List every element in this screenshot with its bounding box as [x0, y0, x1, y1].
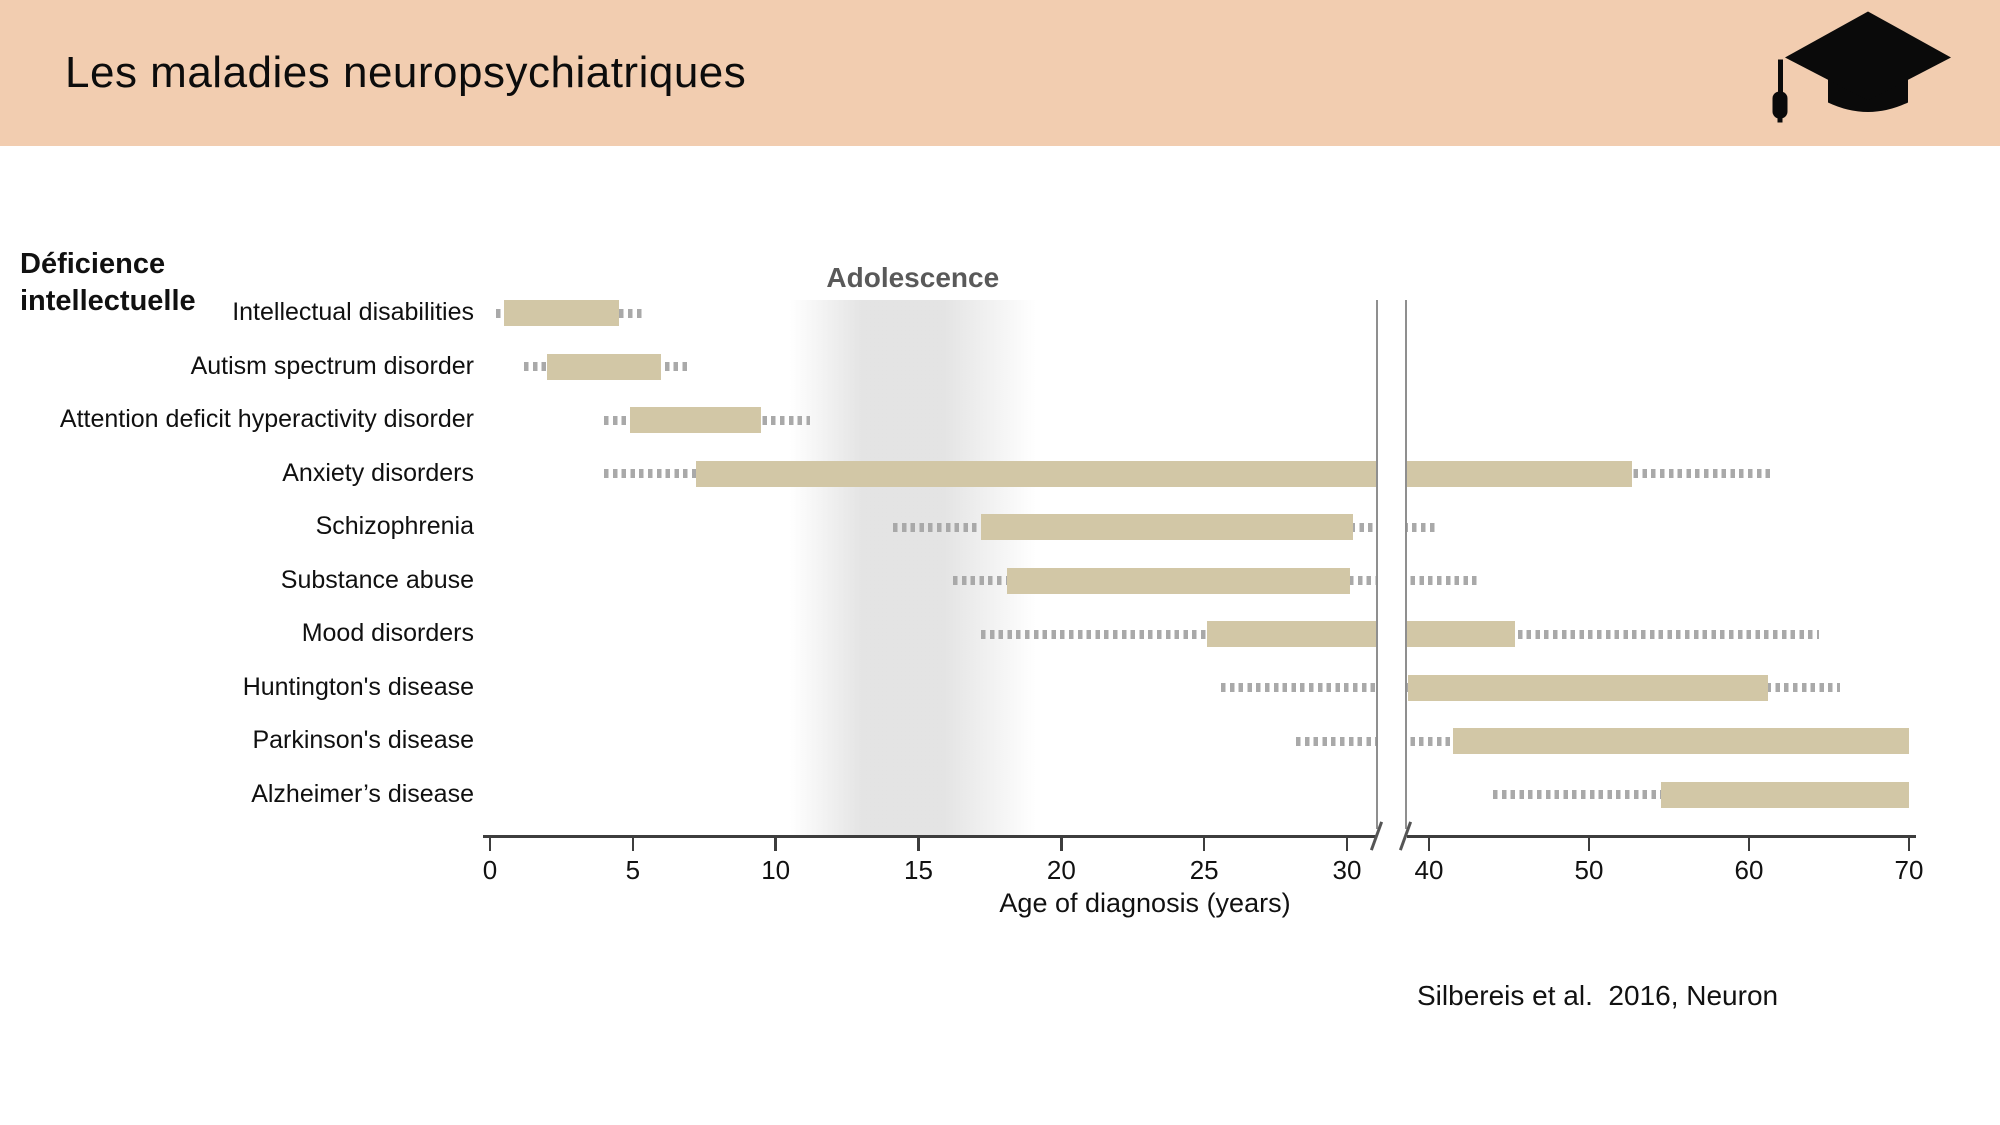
axis-tick: [1907, 838, 1911, 851]
axis-tick-label: 25: [1189, 855, 1219, 885]
axis-tick-label: 5: [625, 855, 641, 885]
diagnosis-range-bar: [695, 460, 1633, 487]
diagnosis-range-bar: [981, 514, 1353, 540]
axis-tick-label: 60: [1734, 855, 1764, 885]
diagnosis-range-bar: [1207, 621, 1516, 647]
slide-header: Les maladies neuropsychiatriques: [0, 0, 2000, 146]
axis-tick-label: 0: [482, 855, 498, 885]
extended-range-dots: [1493, 790, 1661, 799]
category-label: Huntington's disease: [242, 672, 474, 701]
left-annotation-line1: Déficience: [20, 248, 166, 280]
category-label: Attention deficit hyperactivity disorder: [59, 405, 474, 433]
axis-tick: [1747, 838, 1751, 851]
axis-break-line-right: [1405, 300, 1408, 829]
category-label: Intellectual disabilities: [232, 298, 474, 326]
axis-tick-label: 10: [761, 855, 791, 885]
citation-text: Silbereis et al. 2016, Neuron: [1417, 980, 1779, 1011]
axis-tick-label: 50: [1574, 855, 1604, 885]
graduation-cap-icon: [1772, 11, 1951, 123]
slide-title: Les maladies neuropsychiatriques: [65, 48, 747, 97]
axis-tick: [917, 838, 920, 851]
x-axis-line-left: [483, 835, 1377, 838]
left-annotation: Déficience intellectuelle: [20, 246, 196, 320]
diagnosis-range-bar: [1408, 674, 1769, 701]
category-label: Autism spectrum disorder: [190, 351, 474, 380]
axis-tick-label: 20: [1046, 855, 1076, 885]
adolescence-band-label: Adolescence: [826, 262, 1000, 293]
left-annotation-line2: intellectuelle: [20, 285, 196, 317]
adolescence-band: [789, 300, 1036, 835]
axis-tick-label: 70: [1894, 855, 1924, 885]
axis-tick: [1427, 838, 1431, 851]
diagnosis-range-bar: [547, 353, 662, 380]
x-axis-line-right: [1407, 835, 1916, 838]
category-label: Anxiety disorders: [282, 458, 474, 487]
axis-tick: [1587, 838, 1591, 851]
axis-tick-label: 40: [1414, 855, 1444, 885]
axis-break-line-left: [1375, 300, 1378, 829]
axis-tick-label: 15: [904, 855, 933, 885]
category-label: Mood disorders: [301, 619, 474, 647]
axis-tick: [774, 838, 777, 851]
axis-tick: [631, 838, 635, 851]
category-label: Substance abuse: [280, 565, 474, 594]
axis-break-gap: [1377, 298, 1406, 851]
axis-tick: [1345, 838, 1349, 851]
x-axis-title: Age of diagnosis (years): [999, 888, 1291, 918]
diagnosis-range-bar: [504, 300, 619, 326]
axis-tick: [488, 838, 492, 851]
diagnosis-range-bar: [1453, 728, 1909, 754]
diagnosis-range-bar: [629, 407, 762, 433]
diagnosis-range-bar: [1661, 781, 1909, 808]
diagnosis-range-bar: [1007, 567, 1350, 594]
category-label: Schizophrenia: [315, 512, 474, 540]
axis-tick-label: 30: [1332, 855, 1362, 885]
axis-tick: [1202, 838, 1206, 851]
category-label: Parkinson's disease: [252, 726, 474, 754]
axis-tick: [1060, 838, 1063, 851]
category-label: Alzheimer’s disease: [251, 779, 474, 808]
extended-range-dots: [1295, 736, 1453, 746]
